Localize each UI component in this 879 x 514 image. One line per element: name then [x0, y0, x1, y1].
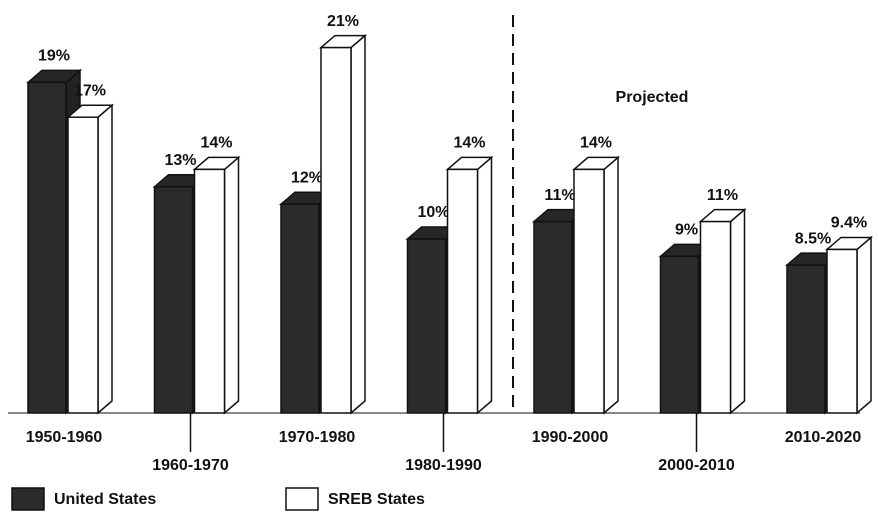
value-label: 13% — [164, 152, 196, 169]
bar — [824, 235, 874, 415]
bar — [698, 207, 747, 415]
value-label: 14% — [453, 135, 485, 152]
x-tick-label: 1980-1990 — [405, 457, 482, 474]
value-label: 8.5% — [795, 230, 831, 247]
value-label: 9.4% — [831, 215, 867, 232]
value-label: 10% — [417, 204, 449, 221]
annotation: Projected — [616, 89, 689, 106]
value-label: 14% — [580, 135, 612, 152]
value-label: 14% — [200, 135, 232, 152]
bar — [571, 155, 621, 415]
value-label: 11% — [707, 187, 738, 204]
legend-label: SREB States — [328, 491, 425, 508]
x-tick-label: 2000-2010 — [658, 457, 735, 474]
bar — [65, 103, 115, 415]
bar — [318, 33, 368, 415]
value-label: 12% — [291, 169, 323, 186]
bar — [192, 155, 241, 415]
x-tick-label: 1990-2000 — [532, 429, 609, 446]
value-label: 21% — [327, 13, 359, 30]
legend-swatch — [285, 487, 319, 511]
x-tick-label: 2010-2020 — [785, 429, 862, 446]
bar — [445, 155, 494, 415]
value-label: 17% — [74, 82, 106, 99]
value-label: 11% — [544, 187, 575, 204]
legend-label: United States — [54, 491, 156, 508]
value-label: 9% — [675, 222, 698, 239]
value-label: 19% — [38, 48, 70, 65]
x-tick-label: 1950-1960 — [26, 429, 103, 446]
legend-swatch — [11, 487, 45, 511]
x-tick-label: 1960-1970 — [152, 457, 229, 474]
x-tick-label: 1970-1980 — [279, 429, 356, 446]
